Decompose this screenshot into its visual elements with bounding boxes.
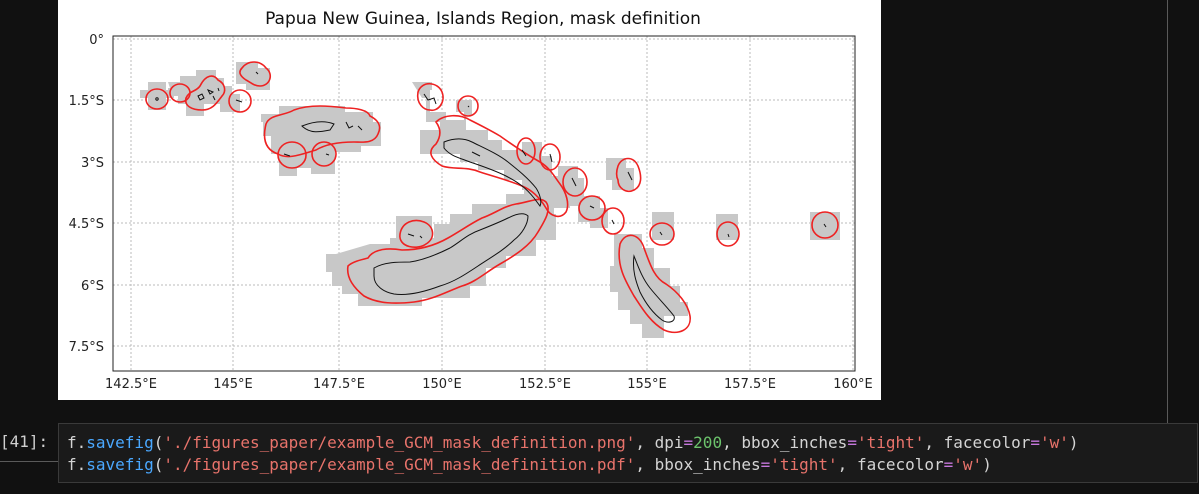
y-tick-label: 6°S	[81, 279, 104, 294]
x-tick-label: 147.5°E	[313, 377, 365, 392]
x-tick-label: 150°E	[422, 377, 462, 392]
mask-map-figure: Papua New Guinea, Islands Region, mask d…	[58, 0, 881, 400]
mask-outlines	[145, 61, 839, 334]
mask-island-east-3	[578, 196, 608, 228]
mask-new-britain-main	[326, 188, 556, 306]
code-editor[interactable]: f.savefig('./figures_paper/example_GCM_m…	[67, 432, 1079, 476]
y-tick-label: 3°S	[81, 156, 104, 171]
y-tick-label: 0°	[89, 33, 104, 48]
code-cell[interactable]: f.savefig('./figures_paper/example_GCM_m…	[58, 423, 1198, 483]
mask-island-east-4	[652, 212, 674, 240]
x-tick-label: 155°E	[627, 377, 667, 392]
code-line: f.savefig('./figures_paper/example_GCM_m…	[67, 433, 1079, 452]
x-tick-label: 142.5°E	[105, 377, 157, 392]
x-tick-label: 152.5°E	[519, 377, 571, 392]
mask-cells	[140, 62, 840, 338]
x-tick-label: 145°E	[213, 377, 253, 392]
code-line: f.savefig('./figures_paper/example_GCM_m…	[67, 455, 992, 474]
mask-island-west-1	[140, 82, 174, 110]
mask-island-east-5	[716, 214, 738, 240]
mask-island-west-2	[168, 70, 240, 116]
map-plot: Papua New Guinea, Islands Region, mask d…	[69, 9, 873, 392]
coastlines	[155, 71, 827, 323]
x-tick-label: 160°E	[833, 377, 873, 392]
y-tick-label: 7.5°S	[69, 340, 104, 355]
x-tick-label: 157.5°E	[724, 377, 776, 392]
plot-title: Papua New Guinea, Islands Region, mask d…	[265, 9, 701, 29]
mask-new-britain-west	[261, 106, 381, 176]
y-tick-label: 4.5°S	[69, 217, 104, 232]
cell-prompt: [41]:	[0, 432, 49, 451]
mask-island-west-3	[236, 62, 270, 90]
y-tick-label: 1.5°S	[69, 94, 104, 109]
mask-island-east-1	[606, 158, 634, 190]
plot-frame	[112, 35, 856, 372]
